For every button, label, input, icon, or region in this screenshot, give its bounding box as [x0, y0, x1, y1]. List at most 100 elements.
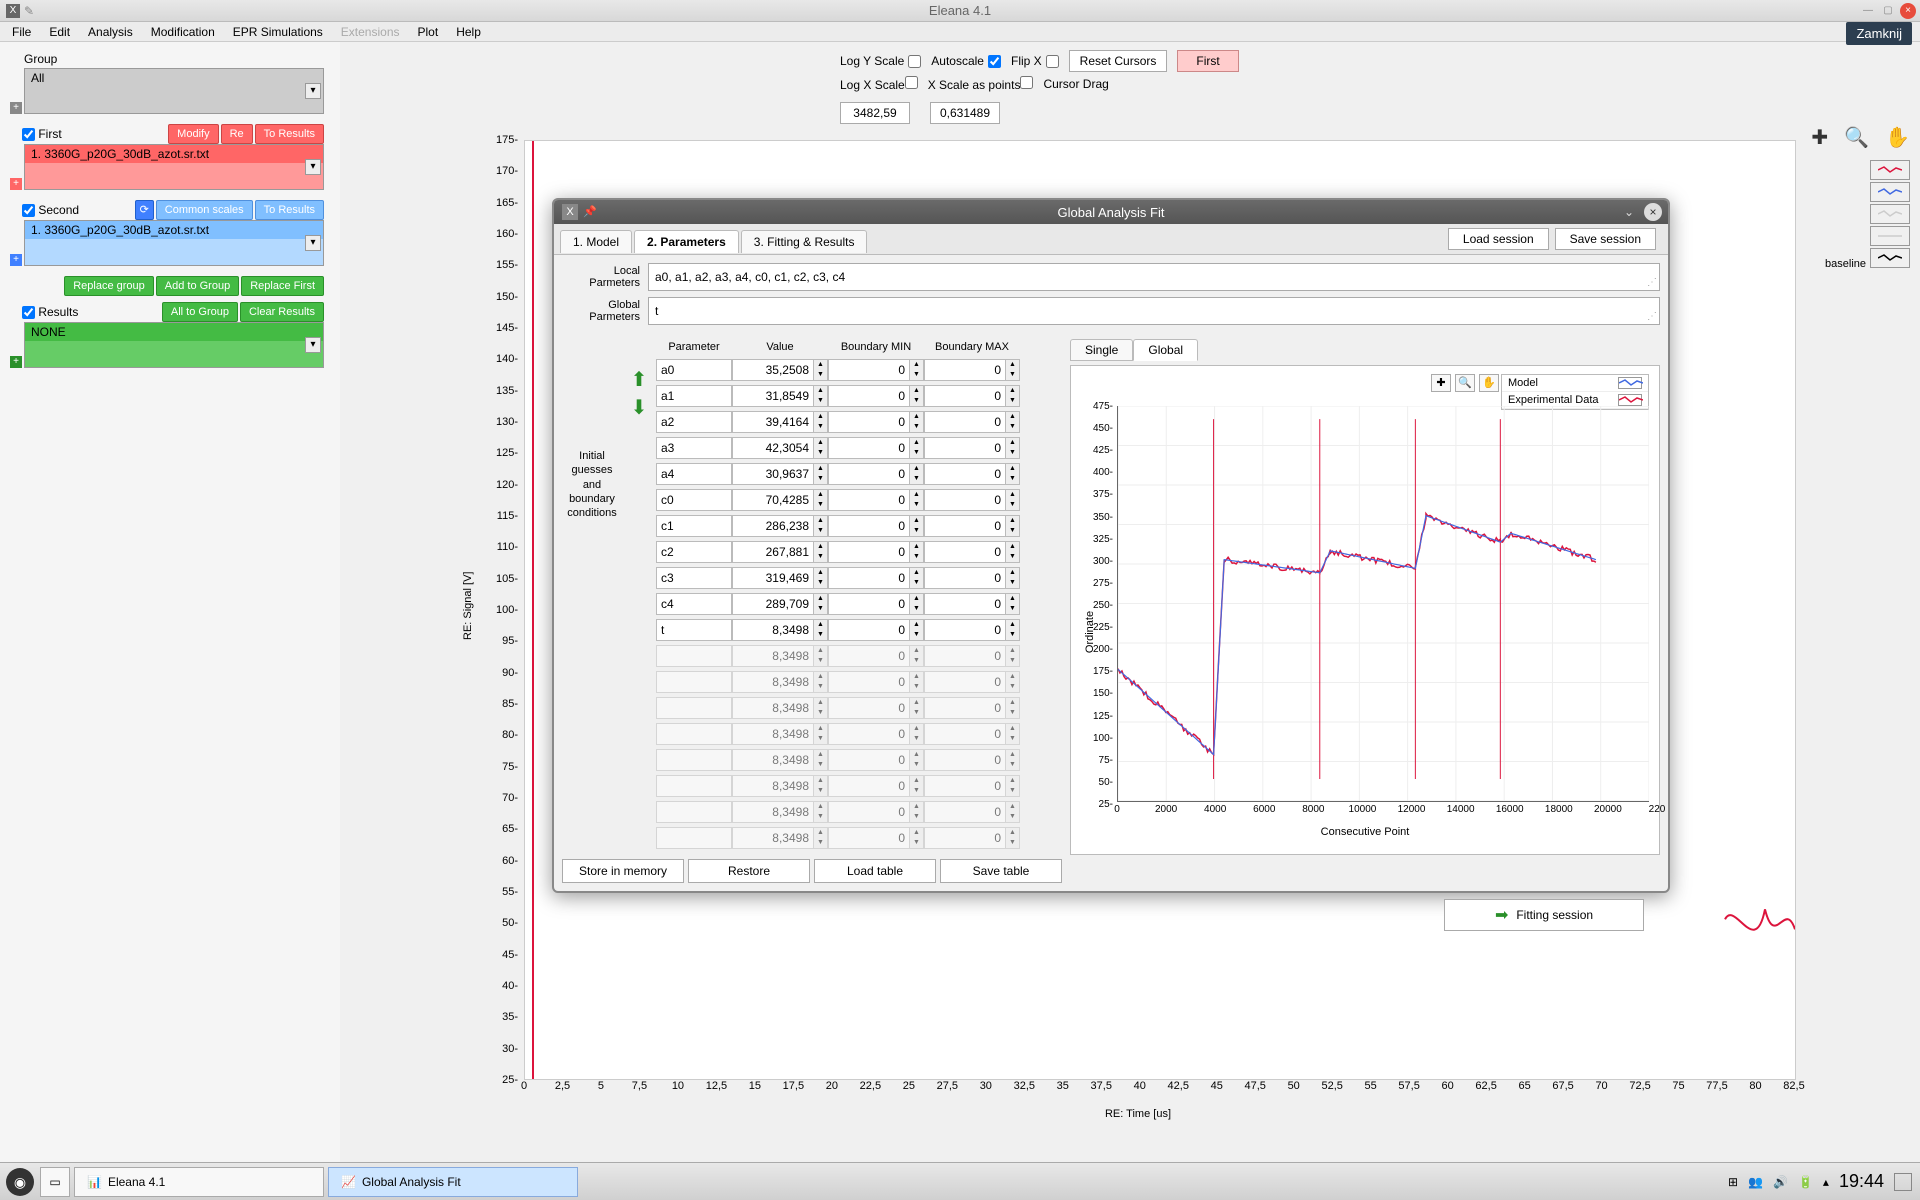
param-value-cell[interactable]: 0 — [924, 541, 1006, 563]
spinner[interactable]: ▲▼ — [910, 541, 924, 563]
tab-parameters[interactable]: 2. Parameters — [634, 230, 739, 253]
mini-pan-icon[interactable]: ✋ — [1479, 374, 1499, 392]
spin-up-icon[interactable]: ▲ — [910, 490, 923, 500]
param-name-cell[interactable]: a3 — [656, 437, 732, 459]
spinner[interactable]: ▲▼ — [910, 489, 924, 511]
spinner[interactable]: ▲▼ — [1006, 593, 1020, 615]
spin-up-icon[interactable]: ▲ — [910, 360, 923, 370]
reset-cursors-button[interactable]: Reset Cursors — [1069, 50, 1168, 72]
replace-group-button[interactable]: Replace group — [64, 276, 154, 296]
spin-down-icon[interactable]: ▼ — [814, 448, 827, 458]
legend-swatch-gray[interactable] — [1870, 204, 1910, 224]
param-value-cell[interactable]: 30,9637 — [732, 463, 814, 485]
param-name-cell[interactable]: a4 — [656, 463, 732, 485]
spinner[interactable]: ▲▼ — [1006, 385, 1020, 407]
spin-up-icon[interactable]: ▲ — [910, 412, 923, 422]
group-item[interactable]: All — [25, 69, 323, 87]
param-value-cell[interactable]: 286,238 — [732, 515, 814, 537]
spinner[interactable]: ▲▼ — [814, 619, 828, 641]
subtab-single[interactable]: Single — [1070, 339, 1133, 361]
group-list[interactable]: All ▾ — [24, 68, 324, 114]
spin-up-icon[interactable]: ▲ — [910, 568, 923, 578]
param-value-cell[interactable]: 0 — [924, 593, 1006, 615]
param-value-cell[interactable]: 0 — [828, 619, 910, 641]
param-value-cell[interactable]: 8,3498 — [732, 619, 814, 641]
xpoints-checkbox[interactable] — [1020, 76, 1033, 89]
param-name-cell[interactable]: a1 — [656, 385, 732, 407]
param-value-cell[interactable]: 0 — [924, 463, 1006, 485]
param-value-cell[interactable]: 0 — [924, 437, 1006, 459]
spinner[interactable]: ▲▼ — [910, 359, 924, 381]
param-value-cell[interactable]: 70,4285 — [732, 489, 814, 511]
spin-down-icon[interactable]: ▼ — [910, 630, 923, 640]
spin-up-icon[interactable]: ▲ — [910, 620, 923, 630]
spinner[interactable]: ▲▼ — [1006, 541, 1020, 563]
menu-file[interactable]: File — [6, 23, 37, 41]
param-value-cell[interactable]: 0 — [828, 437, 910, 459]
param-value-cell[interactable]: 0 — [828, 593, 910, 615]
sync-button[interactable]: ⟳ — [135, 200, 154, 220]
spin-up-icon[interactable]: ▲ — [910, 438, 923, 448]
minimize-icon[interactable]: — — [1860, 3, 1876, 19]
spin-down-icon[interactable]: ▼ — [910, 552, 923, 562]
spin-down-icon[interactable]: ▼ — [910, 578, 923, 588]
spin-down-icon[interactable]: ▼ — [814, 526, 827, 536]
spin-up-icon[interactable]: ▲ — [814, 620, 827, 630]
spin-down-icon[interactable]: ▼ — [910, 422, 923, 432]
first-checkbox[interactable] — [22, 128, 35, 141]
close-icon[interactable]: × — [1900, 3, 1916, 19]
param-value-cell[interactable]: 35,2508 — [732, 359, 814, 381]
menu-modification[interactable]: Modification — [145, 23, 221, 41]
tray-box-icon[interactable] — [1894, 1173, 1912, 1191]
spin-down-icon[interactable]: ▼ — [910, 500, 923, 510]
spin-down-icon[interactable]: ▼ — [1006, 370, 1019, 380]
spin-up-icon[interactable]: ▲ — [1006, 412, 1019, 422]
spin-down-icon[interactable]: ▼ — [1006, 526, 1019, 536]
param-name-cell[interactable]: c2 — [656, 541, 732, 563]
param-value-cell[interactable]: 0 — [828, 541, 910, 563]
flipx-checkbox[interactable] — [1046, 55, 1059, 68]
collapse-icon[interactable]: ⌄ — [1620, 203, 1638, 221]
chevron-down-icon[interactable]: ▾ — [305, 159, 321, 175]
spinner[interactable]: ▲▼ — [1006, 359, 1020, 381]
spin-down-icon[interactable]: ▼ — [814, 500, 827, 510]
second-checkbox[interactable] — [22, 204, 35, 217]
spin-up-icon[interactable]: ▲ — [1006, 568, 1019, 578]
menu-analysis[interactable]: Analysis — [82, 23, 139, 41]
spin-up-icon[interactable]: ▲ — [814, 568, 827, 578]
clock[interactable]: 19:44 — [1839, 1171, 1884, 1192]
spinner[interactable]: ▲▼ — [910, 437, 924, 459]
param-value-cell[interactable]: 0 — [828, 567, 910, 589]
spin-up-icon[interactable]: ▲ — [910, 594, 923, 604]
spin-up-icon[interactable]: ▲ — [910, 464, 923, 474]
spin-down-icon[interactable]: ▼ — [1006, 578, 1019, 588]
param-name-cell[interactable]: c4 — [656, 593, 732, 615]
clear-results-button[interactable]: Clear Results — [240, 302, 324, 322]
spin-down-icon[interactable]: ▼ — [910, 526, 923, 536]
spinner[interactable]: ▲▼ — [910, 463, 924, 485]
spinner[interactable]: ▲▼ — [814, 385, 828, 407]
spin-down-icon[interactable]: ▼ — [910, 474, 923, 484]
tab-model[interactable]: 1. Model — [560, 230, 632, 253]
spin-down-icon[interactable]: ▼ — [814, 474, 827, 484]
spin-up-icon[interactable]: ▲ — [1006, 464, 1019, 474]
spin-down-icon[interactable]: ▼ — [1006, 630, 1019, 640]
group-plus-button[interactable]: + — [10, 102, 22, 114]
param-value-cell[interactable]: 0 — [828, 411, 910, 433]
load-session-button[interactable]: Load session — [1448, 228, 1549, 250]
param-value-cell[interactable]: 0 — [828, 359, 910, 381]
first-list[interactable]: 1. 3360G_p20G_30dB_azot.sr.txt ▾ — [24, 144, 324, 190]
pan-icon[interactable]: ✋ — [1885, 125, 1910, 150]
tab-fitting[interactable]: 3. Fitting & Results — [741, 230, 868, 253]
spin-up-icon[interactable]: ▲ — [1006, 542, 1019, 552]
common-scales-button[interactable]: Common scales — [156, 200, 253, 220]
spin-down-icon[interactable]: ▼ — [1006, 474, 1019, 484]
spinner[interactable]: ▲▼ — [1006, 411, 1020, 433]
second-list[interactable]: 1. 3360G_p20G_30dB_azot.sr.txt ▾ — [24, 220, 324, 266]
spinner[interactable]: ▲▼ — [910, 515, 924, 537]
spinner[interactable]: ▲▼ — [814, 567, 828, 589]
spin-down-icon[interactable]: ▼ — [814, 370, 827, 380]
first-item[interactable]: 1. 3360G_p20G_30dB_azot.sr.txt — [25, 145, 323, 163]
spin-down-icon[interactable]: ▼ — [1006, 500, 1019, 510]
maximize-icon[interactable]: ▢ — [1880, 3, 1896, 19]
